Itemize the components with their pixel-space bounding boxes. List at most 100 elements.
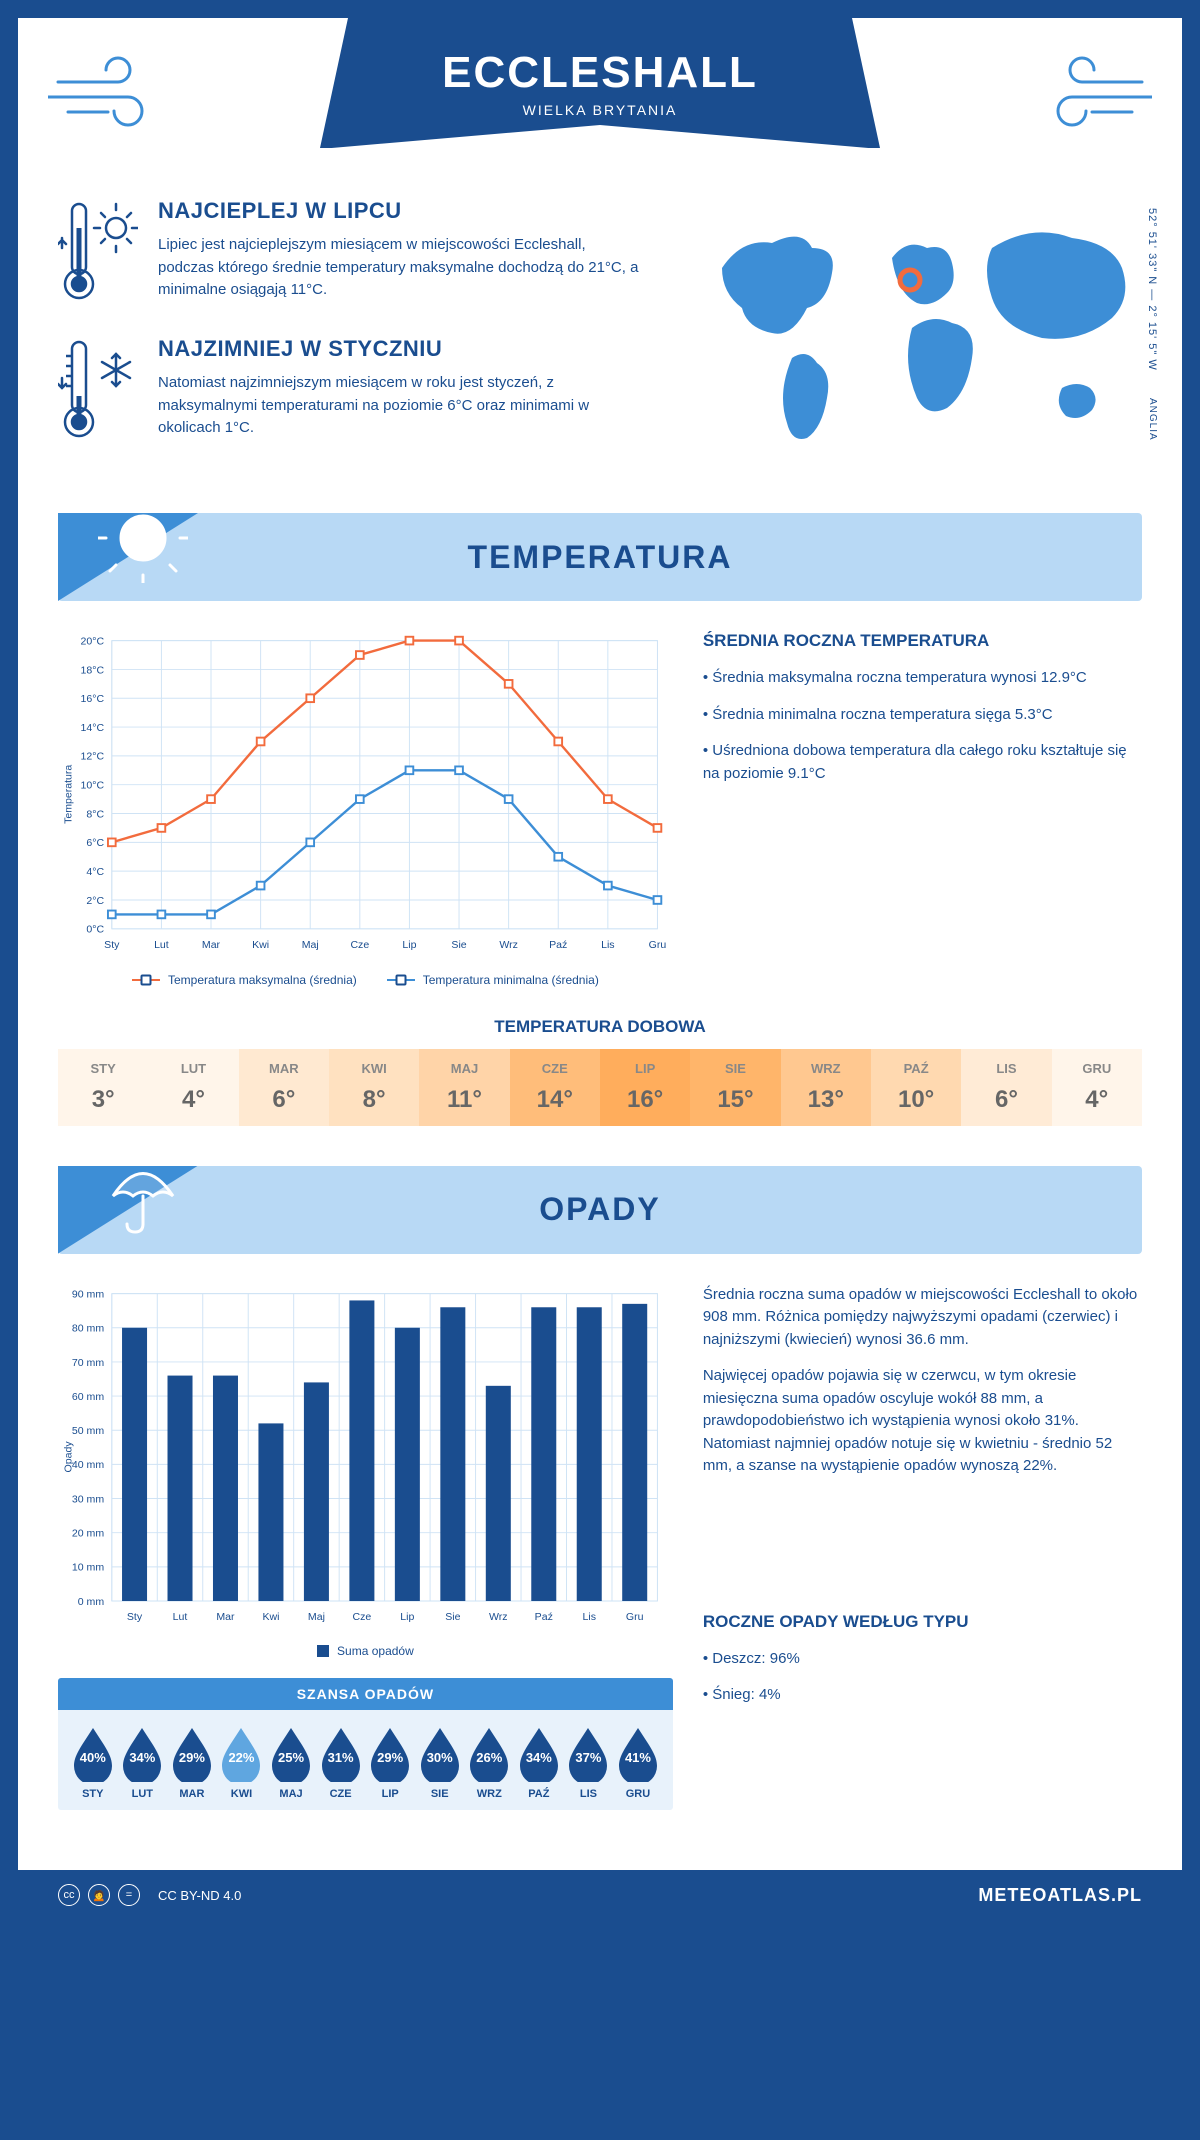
chance-drop: 37% LIS [564, 1724, 614, 1800]
city-name: ECCLESHALL [442, 48, 758, 98]
thermometer-sun-icon [58, 198, 138, 308]
daily-temp-cell: SIE15° [690, 1049, 780, 1126]
svg-text:Lis: Lis [601, 939, 614, 951]
svg-text:70 mm: 70 mm [72, 1356, 104, 1368]
svg-text:40 mm: 40 mm [72, 1459, 104, 1471]
svg-text:Wrz: Wrz [489, 1611, 508, 1623]
daily-temp-cell: WRZ13° [781, 1049, 871, 1126]
umbrella-icon [98, 1146, 188, 1236]
thermometer-snow-icon [58, 336, 138, 446]
svg-text:Sty: Sty [104, 939, 120, 951]
precip-title: OPADY [539, 1191, 660, 1228]
svg-text:4°C: 4°C [86, 866, 104, 878]
header: ECCLESHALL WIELKA BRYTANIA [18, 18, 1182, 178]
svg-text:Maj: Maj [302, 939, 319, 951]
sun-icon [98, 493, 188, 583]
svg-text:Paź: Paź [535, 1611, 553, 1623]
chance-drop: 29% LIP [365, 1724, 415, 1800]
world-map [682, 198, 1142, 478]
chance-drop: 31% CZE [316, 1724, 366, 1800]
precip-legend: Suma opadów [58, 1644, 673, 1658]
svg-text:Mar: Mar [216, 1611, 235, 1623]
svg-text:90 mm: 90 mm [72, 1288, 104, 1300]
chance-drop: 29% MAR [167, 1724, 217, 1800]
temperature-summary: ŚREDNIA ROCZNA TEMPERATURA • Średnia mak… [703, 631, 1142, 987]
svg-text:Sie: Sie [445, 1611, 460, 1623]
svg-text:Wrz: Wrz [499, 939, 518, 951]
nd-icon: = [118, 1884, 140, 1906]
precip-type-0: • Deszcz: 96% [703, 1648, 1142, 1671]
svg-text:30 mm: 30 mm [72, 1493, 104, 1505]
svg-text:20°C: 20°C [81, 635, 105, 647]
coldest-text: Natomiast najzimniejszym miesiącem w rok… [158, 372, 642, 440]
svg-text:12°C: 12°C [81, 751, 105, 763]
svg-text:Sty: Sty [127, 1611, 143, 1623]
svg-text:10 mm: 10 mm [72, 1561, 104, 1573]
svg-text:Gru: Gru [626, 1611, 644, 1623]
daily-temp-title: TEMPERATURA DOBOWA [58, 1017, 1142, 1037]
chance-drop: 34% LUT [118, 1724, 168, 1800]
svg-text:60 mm: 60 mm [72, 1391, 104, 1403]
map-panel: 52° 51' 33" N — 2° 15' 5" W ANGLIA [682, 198, 1142, 483]
svg-text:0 mm: 0 mm [78, 1595, 105, 1607]
daily-temp-cell: LIP16° [600, 1049, 690, 1126]
precip-type-1: • Śnieg: 4% [703, 1684, 1142, 1707]
daily-temp-row: STY3°LUT4°MAR6°KWI8°MAJ11°CZE14°LIP16°SI… [58, 1049, 1142, 1126]
legend-min-label: Temperatura minimalna (średnia) [423, 973, 599, 987]
temp-bullet-2: • Uśredniona dobowa temperatura dla całe… [703, 740, 1142, 785]
coordinates: 52° 51' 33" N — 2° 15' 5" W [1146, 208, 1158, 371]
svg-text:Lip: Lip [400, 1611, 414, 1623]
precip-p2: Najwięcej opadów pojawia się w czerwcu, … [703, 1365, 1142, 1478]
daily-temp-cell: STY3° [58, 1049, 148, 1126]
chance-drop: 22% KWI [217, 1724, 267, 1800]
site-logo: METEOATLAS.PL [978, 1885, 1142, 1906]
daily-temp-cell: GRU4° [1052, 1049, 1142, 1126]
svg-text:10°C: 10°C [81, 780, 105, 792]
svg-text:Lip: Lip [402, 939, 416, 951]
hottest-block: NAJCIEPLEJ W LIPCU Lipiec jest najcieple… [58, 198, 642, 308]
svg-text:Sie: Sie [451, 939, 466, 951]
hottest-text: Lipiec jest najcieplejszym miesiącem w m… [158, 234, 642, 302]
chance-drop: 40% STY [68, 1724, 118, 1800]
daily-temp-cell: KWI8° [329, 1049, 419, 1126]
temp-bullet-0: • Średnia maksymalna roczna temperatura … [703, 667, 1142, 690]
precip-summary: Średnia roczna suma opadów w miejscowośc… [703, 1284, 1142, 1811]
svg-text:Lut: Lut [173, 1611, 188, 1623]
svg-text:50 mm: 50 mm [72, 1425, 104, 1437]
coldest-title: NAJZIMNIEJ W STYCZNIU [158, 336, 642, 362]
svg-text:80 mm: 80 mm [72, 1322, 104, 1334]
wind-icon-left [48, 42, 178, 142]
svg-text:2°C: 2°C [86, 895, 104, 907]
precip-legend-label: Suma opadów [337, 1644, 414, 1658]
daily-temp-cell: CZE14° [510, 1049, 600, 1126]
daily-temp-cell: LUT4° [148, 1049, 238, 1126]
chance-drop: 41% GRU [613, 1724, 663, 1800]
precip-p1: Średnia roczna suma opadów w miejscowośc… [703, 1284, 1142, 1352]
svg-text:Gru: Gru [649, 939, 667, 951]
svg-text:6°C: 6°C [86, 837, 104, 849]
svg-text:Lis: Lis [582, 1611, 595, 1623]
daily-temp-cell: PAŹ10° [871, 1049, 961, 1126]
svg-text:14°C: 14°C [81, 722, 105, 734]
precip-chance-title: SZANSA OPADÓW [58, 1678, 673, 1710]
svg-text:16°C: 16°C [81, 693, 105, 705]
svg-text:8°C: 8°C [86, 808, 104, 820]
daily-temp-cell: MAR6° [239, 1049, 329, 1126]
temperature-title: TEMPERATURA [468, 539, 733, 576]
svg-text:Lut: Lut [154, 939, 169, 951]
chance-drop: 26% WRZ [465, 1724, 515, 1800]
country-name: WIELKA BRYTANIA [523, 102, 678, 118]
chance-drop: 25% MAJ [266, 1724, 316, 1800]
precip-chart-row: 0 mm10 mm20 mm30 mm40 mm50 mm60 mm70 mm8… [58, 1284, 1142, 1811]
daily-temp-cell: MAJ11° [419, 1049, 509, 1126]
cc-icon: cc [58, 1884, 80, 1906]
temperature-banner: TEMPERATURA [58, 513, 1142, 601]
svg-text:Temperatura: Temperatura [62, 765, 74, 824]
precip-banner: OPADY [58, 1166, 1142, 1254]
svg-text:Opady: Opady [62, 1440, 74, 1472]
temperature-chart: 0°C2°C4°C6°C8°C10°C12°C14°C16°C18°C20°CS… [58, 631, 673, 958]
daily-temp-cell: LIS6° [961, 1049, 1051, 1126]
chance-drop: 34% PAŹ [514, 1724, 564, 1800]
precip-type-title: ROCZNE OPADY WEDŁUG TYPU [703, 1612, 1142, 1632]
svg-text:Kwi: Kwi [252, 939, 269, 951]
